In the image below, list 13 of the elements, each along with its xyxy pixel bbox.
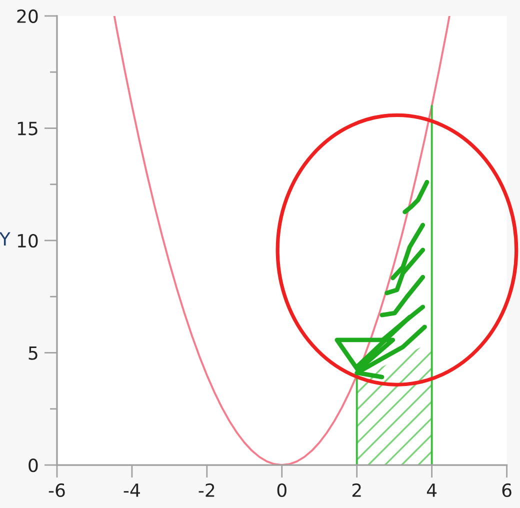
- y-tick-label: 20: [17, 9, 38, 24]
- y-tick-label: 10: [18, 234, 38, 248]
- y-tick-label: 0: [28, 458, 38, 472]
- x-tick-label: -2: [198, 483, 214, 497]
- line-series: [113, 16, 450, 466]
- x-tick-label: -6: [48, 483, 65, 498]
- y-tick-label: 15: [18, 122, 38, 136]
- x-tick-label: 2: [352, 483, 361, 497]
- x-tick-label: -4: [124, 484, 140, 497]
- x-tick-label: 6: [502, 483, 512, 498]
- x-tick-label: 0: [277, 483, 286, 498]
- x-tick-label: 4: [426, 484, 437, 497]
- y-tick-label: 5: [28, 346, 38, 360]
